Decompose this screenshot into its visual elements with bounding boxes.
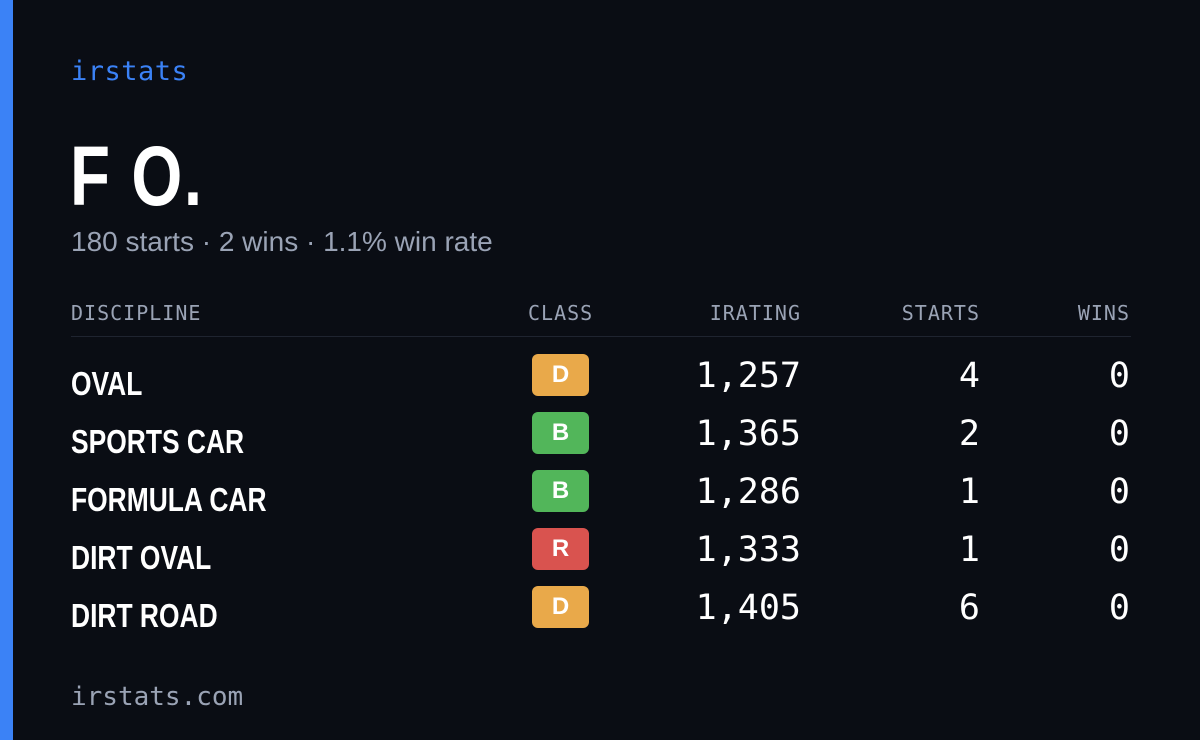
row-wins: 0 xyxy=(1108,356,1130,396)
row-starts: 1 xyxy=(958,530,980,570)
row-wins: 0 xyxy=(1108,472,1130,512)
player-summary: 180 starts · 2 wins · 1.1% win rate xyxy=(71,226,493,257)
row-wins: 0 xyxy=(1108,530,1130,570)
row-discipline: DIRT OVAL xyxy=(71,539,212,576)
class-badge: B xyxy=(532,412,589,454)
row-starts: 2 xyxy=(958,414,980,454)
table-row: DIRT OVAL R 1,333 1 0 xyxy=(71,527,1131,585)
table-row: OVAL D 1,257 4 0 xyxy=(71,353,1131,411)
table-row: FORMULA CAR B 1,286 1 0 xyxy=(71,469,1131,527)
row-starts: 4 xyxy=(958,356,980,396)
row-discipline: SPORTS CAR xyxy=(71,423,245,460)
row-wins: 0 xyxy=(1108,588,1130,628)
brand-logo: irstats xyxy=(71,56,189,87)
class-badge: R xyxy=(532,528,589,570)
header-discipline: DISCIPLINE xyxy=(71,301,202,325)
row-irating: 1,286 xyxy=(695,472,801,512)
discipline-table: DISCIPLINE CLASS IRATING STARTS WINS OVA… xyxy=(71,296,1131,634)
row-discipline: OVAL xyxy=(71,365,143,402)
table-row: DIRT ROAD D 1,405 6 0 xyxy=(71,585,1131,643)
accent-bar xyxy=(0,0,13,740)
row-starts: 1 xyxy=(958,472,980,512)
row-wins: 0 xyxy=(1108,414,1130,454)
row-irating: 1,257 xyxy=(695,356,801,396)
header-irating: IRATING xyxy=(709,301,801,325)
row-starts: 6 xyxy=(958,588,980,628)
table-header: DISCIPLINE CLASS IRATING STARTS WINS xyxy=(71,296,1131,337)
row-irating: 1,405 xyxy=(695,588,801,628)
row-irating: 1,333 xyxy=(695,530,801,570)
class-badge: D xyxy=(532,586,589,628)
row-irating: 1,365 xyxy=(695,414,801,454)
player-name: F O. xyxy=(70,129,204,223)
footer-url: irstats.com xyxy=(71,682,244,712)
row-discipline: DIRT ROAD xyxy=(71,597,218,634)
class-badge: B xyxy=(532,470,589,512)
row-discipline: FORMULA CAR xyxy=(71,481,267,518)
header-class: CLASS xyxy=(528,301,594,325)
table-body: OVAL D 1,257 4 0 SPORTS CAR B 1,365 2 0 … xyxy=(71,353,1131,643)
table-row: SPORTS CAR B 1,365 2 0 xyxy=(71,411,1131,469)
header-starts: STARTS xyxy=(901,301,980,325)
class-badge: D xyxy=(532,354,589,396)
header-wins: WINS xyxy=(1077,301,1130,325)
